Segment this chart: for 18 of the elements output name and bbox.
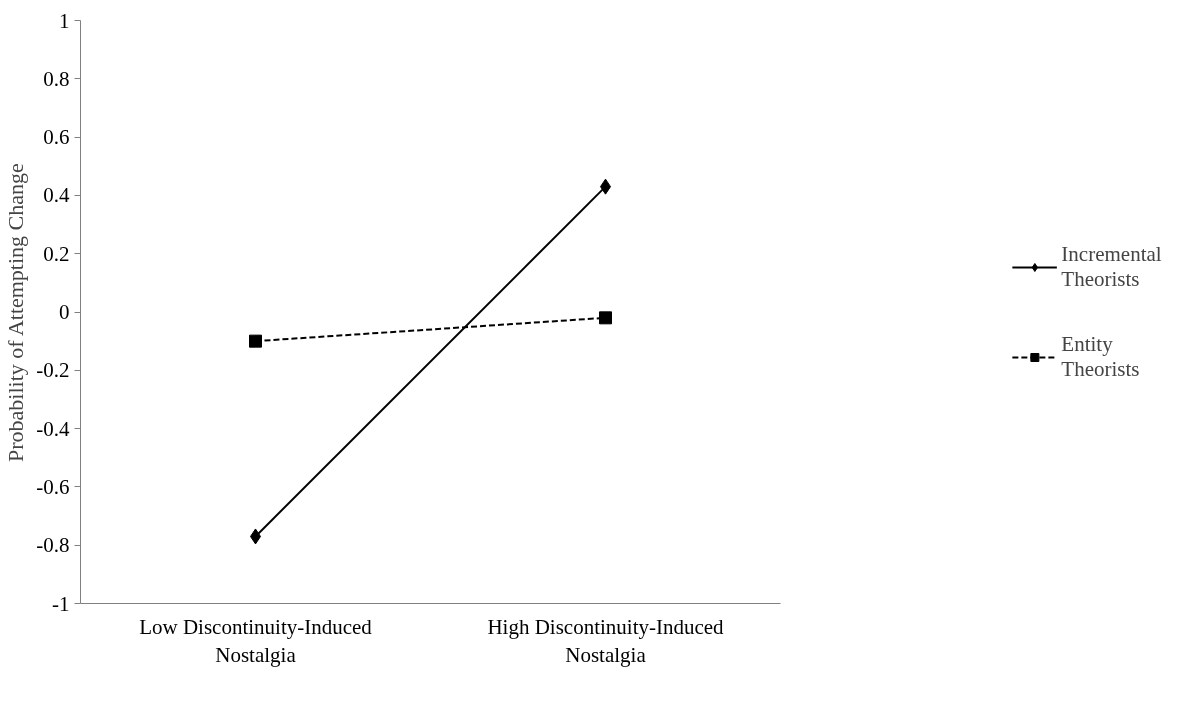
y-tick-label: 0.6 — [43, 125, 70, 150]
point — [249, 334, 262, 348]
y-tick-label: 0.2 — [43, 241, 70, 266]
y-tick-label: -0.2 — [36, 358, 70, 383]
legend-label: Entity Theorists — [1061, 331, 1140, 382]
y-tick-label: -1 — [52, 591, 70, 616]
y-tick-label: 0.4 — [43, 183, 70, 208]
x-tick-label: Low Discontinuity-Induced Nostalgia — [139, 614, 373, 668]
y-axis-title: Probability of Attempting Change — [3, 163, 29, 463]
y-tick-label: -0.6 — [36, 474, 70, 499]
y-tick-label: -0.4 — [36, 416, 70, 441]
y-tick-label: -0.8 — [36, 533, 70, 558]
point — [599, 311, 612, 325]
legend-label: Incremental Theorists — [1061, 241, 1162, 292]
x-tick-label: High Discontinuity-Induced Nostalgia — [487, 614, 725, 668]
y-tick-label: 0.8 — [43, 66, 70, 91]
y-tick-label: 0 — [59, 300, 70, 324]
y-tick-label: 1 — [59, 8, 70, 33]
